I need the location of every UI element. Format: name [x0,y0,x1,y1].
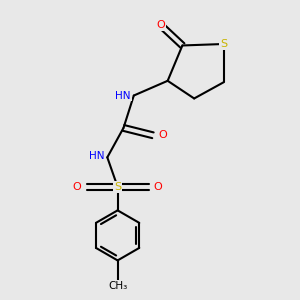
Text: HN: HN [116,91,131,100]
Text: O: O [156,20,165,30]
Text: S: S [220,39,227,49]
Text: O: O [158,130,167,140]
Text: O: O [73,182,81,192]
Text: S: S [114,182,121,192]
Text: O: O [154,182,163,192]
Text: HN: HN [89,151,104,161]
Text: CH₃: CH₃ [108,281,127,291]
